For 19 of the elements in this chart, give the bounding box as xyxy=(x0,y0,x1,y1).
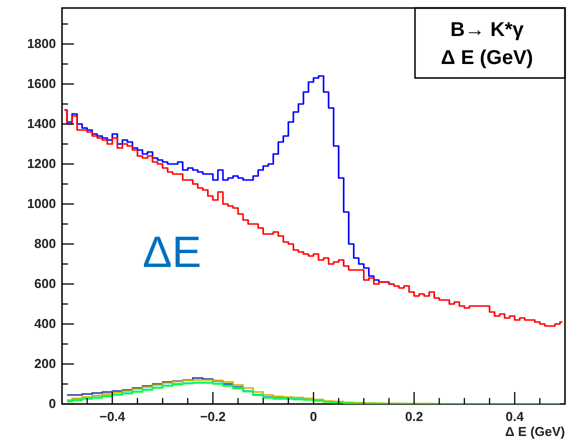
y-tick-label: 1800 xyxy=(27,36,56,51)
x-tick-label: 0 xyxy=(310,409,318,424)
x-tick-label: 0.2 xyxy=(405,409,424,424)
y-tick-label: 800 xyxy=(34,236,56,251)
y-tick-label: 400 xyxy=(34,316,56,331)
x-tick-label: −0.4 xyxy=(99,409,126,424)
y-tick-label: 1400 xyxy=(27,116,56,131)
y-tick-label: 1200 xyxy=(27,156,56,171)
annotation: ΔE xyxy=(142,228,202,277)
x-axis-title: Δ E (GeV) xyxy=(505,424,565,439)
annotation: Δ E (GeV) xyxy=(440,47,534,69)
y-tick-label: 1600 xyxy=(27,76,56,91)
y-tick-label: 0 xyxy=(48,396,56,411)
annotation: B→ K*γ xyxy=(450,19,525,41)
y-tick-label: 200 xyxy=(34,356,56,371)
y-tick-label: 1000 xyxy=(27,196,56,211)
x-tick-label: 0.4 xyxy=(506,409,525,424)
y-tick-label: 600 xyxy=(34,276,56,291)
x-tick-label: −0.2 xyxy=(200,409,226,424)
